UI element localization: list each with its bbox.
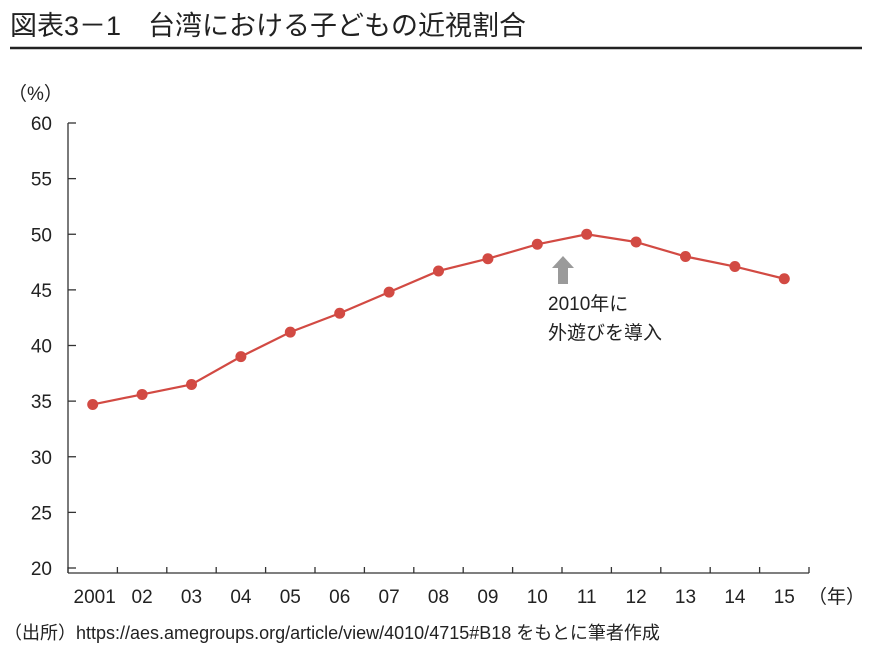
- data-point: [433, 265, 444, 277]
- data-point: [729, 261, 741, 273]
- data-point: [235, 351, 247, 363]
- data-point: [581, 228, 593, 240]
- data-point: [482, 253, 494, 265]
- data-point: [680, 251, 691, 262]
- x-tick-label: 05: [280, 587, 301, 608]
- x-tick-label: 12: [626, 587, 647, 608]
- annotation-line1: 2010年に: [548, 293, 628, 315]
- data-point: [630, 236, 642, 248]
- x-tick-label: 13: [675, 587, 696, 608]
- chart-title: 図表3－1 台湾における子どもの近視割合: [10, 11, 526, 41]
- x-tick-label: 06: [329, 587, 350, 608]
- y-tick-label: 55: [31, 170, 52, 191]
- y-tick-label: 35: [31, 392, 52, 413]
- data-point: [136, 388, 148, 400]
- y-tick-label: 30: [31, 448, 52, 469]
- data-point: [531, 238, 543, 250]
- x-tick-label: 2001: [74, 587, 116, 608]
- data-point: [186, 378, 197, 390]
- data-point: [383, 286, 395, 298]
- y-tick-label: 45: [31, 281, 52, 302]
- x-tick-label: 07: [379, 587, 400, 608]
- y-axis-label: （%）: [8, 83, 63, 105]
- y-tick-label: 25: [31, 503, 52, 524]
- annotation-line2: 外遊びを導入: [548, 322, 662, 344]
- x-tick-label: 11: [577, 587, 597, 608]
- y-tick-label: 60: [31, 114, 52, 135]
- x-axis-label: （年）: [808, 586, 865, 608]
- x-tick-label: 15: [774, 587, 795, 608]
- x-tick-label: 10: [527, 587, 548, 608]
- y-tick-label: 40: [31, 337, 52, 358]
- data-point: [778, 273, 790, 285]
- data-point: [284, 326, 296, 338]
- y-tick-label: 50: [31, 225, 52, 246]
- x-tick-label: 03: [181, 587, 202, 608]
- data-point: [87, 398, 99, 410]
- x-tick-label: 09: [477, 587, 498, 608]
- source-note: （出所）https://aes.amegroups.org/article/vi…: [4, 623, 660, 643]
- x-tick-label: 04: [230, 587, 252, 608]
- series-line: [92, 233, 785, 406]
- x-tick-label: 08: [428, 587, 449, 608]
- arrow-icon: [552, 256, 574, 284]
- x-tick-label: 02: [132, 587, 153, 608]
- data-point: [334, 307, 346, 319]
- y-tick-label: 20: [31, 559, 52, 580]
- x-tick-label: 14: [724, 587, 746, 608]
